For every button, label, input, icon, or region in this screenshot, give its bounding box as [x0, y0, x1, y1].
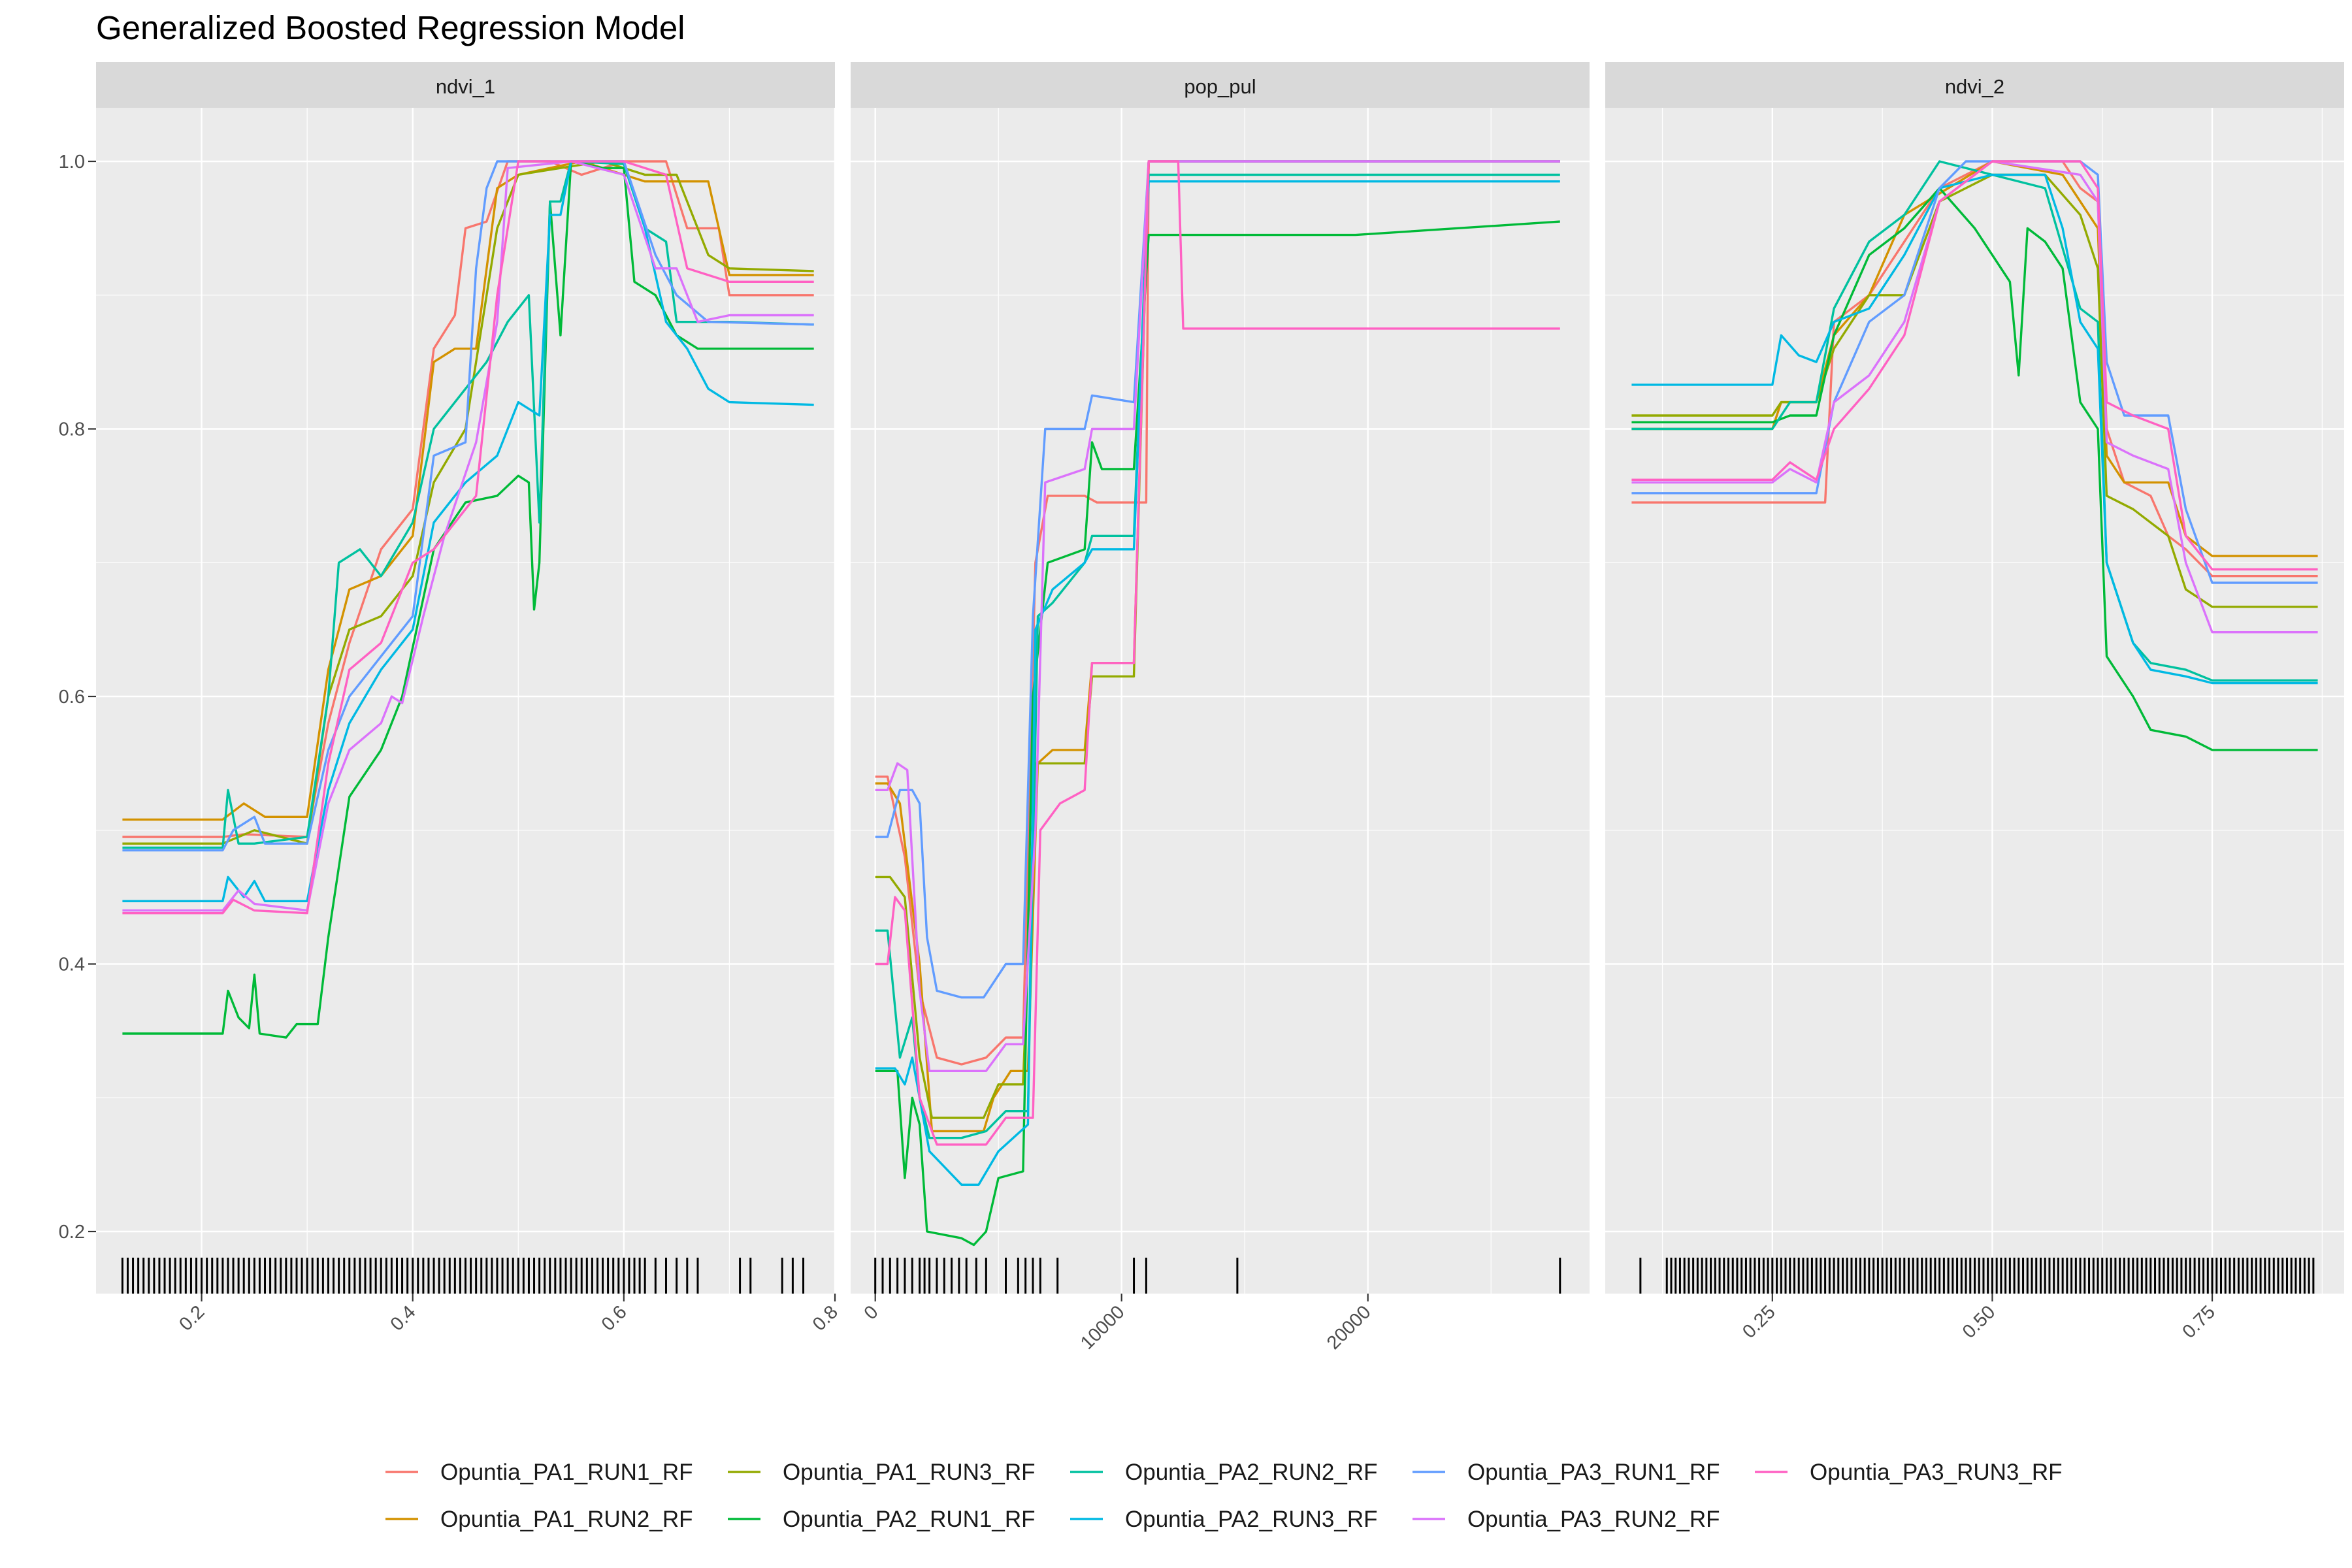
series-line-Opuntia_PA1_RUN2_RF	[122, 160, 814, 821]
facet-strip-label: ndvi_2	[1945, 75, 2004, 98]
y-tick-label: 0.8	[59, 419, 85, 440]
legend-label: Opuntia_PA3_RUN3_RF	[1810, 1460, 2063, 1485]
gridlines	[851, 108, 1590, 1294]
panel-background	[1605, 108, 2344, 1294]
legend-label: Opuntia_PA2_RUN2_RF	[1125, 1460, 1378, 1485]
series-line-Opuntia_PA2_RUN2_RF	[1631, 160, 2318, 682]
facet-panel-ndvi_1: ndvi_1 0.2 0.4 0.6 0.8	[96, 62, 842, 1335]
facet-panel-pop_pul: pop_pul 0 10000 20000	[851, 62, 1590, 1354]
legend-label: Opuntia_PA1_RUN2_RF	[440, 1507, 693, 1532]
x-tick-label: 20000	[1323, 1301, 1375, 1354]
series-line-Opuntia_PA2_RUN1_RF	[875, 220, 1560, 1247]
rug-marks	[1639, 1258, 2315, 1294]
series-line-Opuntia_PA3_RUN1_RF	[122, 160, 814, 852]
x-tick-label: 0.50	[1959, 1301, 2000, 1343]
x-tick-label: 10000	[1077, 1301, 1129, 1354]
legend-label: Opuntia_PA3_RUN2_RF	[1467, 1507, 1720, 1532]
legend-label: Opuntia_PA2_RUN3_RF	[1125, 1507, 1378, 1532]
legend-item: Opuntia_PA2_RUN2_RF	[1070, 1460, 1378, 1485]
legend-label: Opuntia_PA1_RUN3_RF	[783, 1460, 1036, 1485]
legend-item: Opuntia_PA3_RUN3_RF	[1755, 1460, 2063, 1485]
chart-title: Generalized Boosted Regression Model	[96, 9, 685, 46]
legend-item: Opuntia_PA2_RUN3_RF	[1070, 1507, 1378, 1532]
series-line-Opuntia_PA2_RUN3_RF	[1631, 173, 2318, 685]
x-tick-label: 0.2	[175, 1301, 208, 1335]
series-lines	[1631, 160, 2318, 751]
x-tick-label: 0.75	[2178, 1301, 2219, 1343]
panel-background	[96, 108, 835, 1294]
series-line-Opuntia_PA1_RUN3_RF	[875, 160, 1560, 1119]
facet-strip-label: ndvi_1	[436, 75, 495, 98]
legend-item: Opuntia_PA1_RUN2_RF	[385, 1507, 693, 1532]
rug-marks	[121, 1258, 805, 1294]
series-line-Opuntia_PA3_RUN2_RF	[122, 160, 814, 912]
y-tick-label: 0.2	[59, 1222, 85, 1243]
series-line-Opuntia_PA2_RUN3_RF	[122, 160, 814, 902]
legend: Opuntia_PA1_RUN1_RF Opuntia_PA1_RUN2_RF Op…	[385, 1460, 2063, 1532]
series-line-Opuntia_PA3_RUN3_RF	[1631, 160, 2318, 571]
legend-item: Opuntia_PA2_RUN1_RF	[728, 1507, 1036, 1532]
rug-marks	[874, 1258, 1561, 1294]
series-line-Opuntia_PA3_RUN2_RF	[875, 160, 1560, 1072]
series-line-Opuntia_PA2_RUN1_RF	[1631, 187, 2318, 751]
x-tick-label: 0.6	[598, 1301, 631, 1335]
series-line-Opuntia_PA1_RUN1_RF	[1631, 160, 2318, 578]
facet-strip	[1605, 62, 2344, 108]
series-line-Opuntia_PA3_RUN3_RF	[875, 160, 1560, 1146]
legend-label: Opuntia_PA3_RUN1_RF	[1467, 1460, 1720, 1485]
x-tick-label: 0.4	[387, 1301, 420, 1335]
facet-strip	[851, 62, 1590, 108]
series-line-Opuntia_PA3_RUN3_RF	[122, 160, 814, 915]
legend-item: Opuntia_PA1_RUN1_RF	[385, 1460, 693, 1485]
series-lines	[875, 160, 1560, 1247]
legend-label: Opuntia_PA1_RUN1_RF	[440, 1460, 693, 1485]
panel-background	[851, 108, 1590, 1294]
legend-item: Opuntia_PA3_RUN2_RF	[1413, 1507, 1720, 1532]
facet-panel-ndvi_2: ndvi_2 0.25 0.50 0.75	[1605, 62, 2344, 1343]
series-lines	[122, 160, 814, 1039]
series-line-Opuntia_PA2_RUN1_RF	[122, 160, 814, 1039]
legend-item: Opuntia_PA1_RUN3_RF	[728, 1460, 1036, 1485]
series-line-Opuntia_PA3_RUN1_RF	[875, 160, 1560, 999]
series-line-Opuntia_PA2_RUN3_RF	[875, 180, 1560, 1186]
y-axis: 0.2 0.4 0.6 0.8 1.0	[59, 152, 96, 1243]
legend-label: Opuntia_PA2_RUN1_RF	[783, 1507, 1036, 1532]
y-tick-label: 1.0	[59, 152, 85, 172]
x-tick-label: 0.8	[809, 1301, 842, 1335]
y-tick-label: 0.6	[59, 687, 85, 708]
y-tick-label: 0.4	[59, 955, 85, 975]
series-line-Opuntia_PA2_RUN2_RF	[875, 173, 1560, 1139]
x-tick-label: 0	[860, 1301, 883, 1324]
legend-item: Opuntia_PA3_RUN1_RF	[1413, 1460, 1720, 1485]
facet-panels: ndvi_1 0.2 0.4 0.6 0.8 pop_pul 0 10000 20000 ndvi…	[96, 62, 2344, 1354]
x-tick-label: 0.25	[1739, 1301, 1780, 1343]
facet-strip	[96, 62, 835, 108]
facet-strip-label: pop_pul	[1184, 75, 1256, 98]
